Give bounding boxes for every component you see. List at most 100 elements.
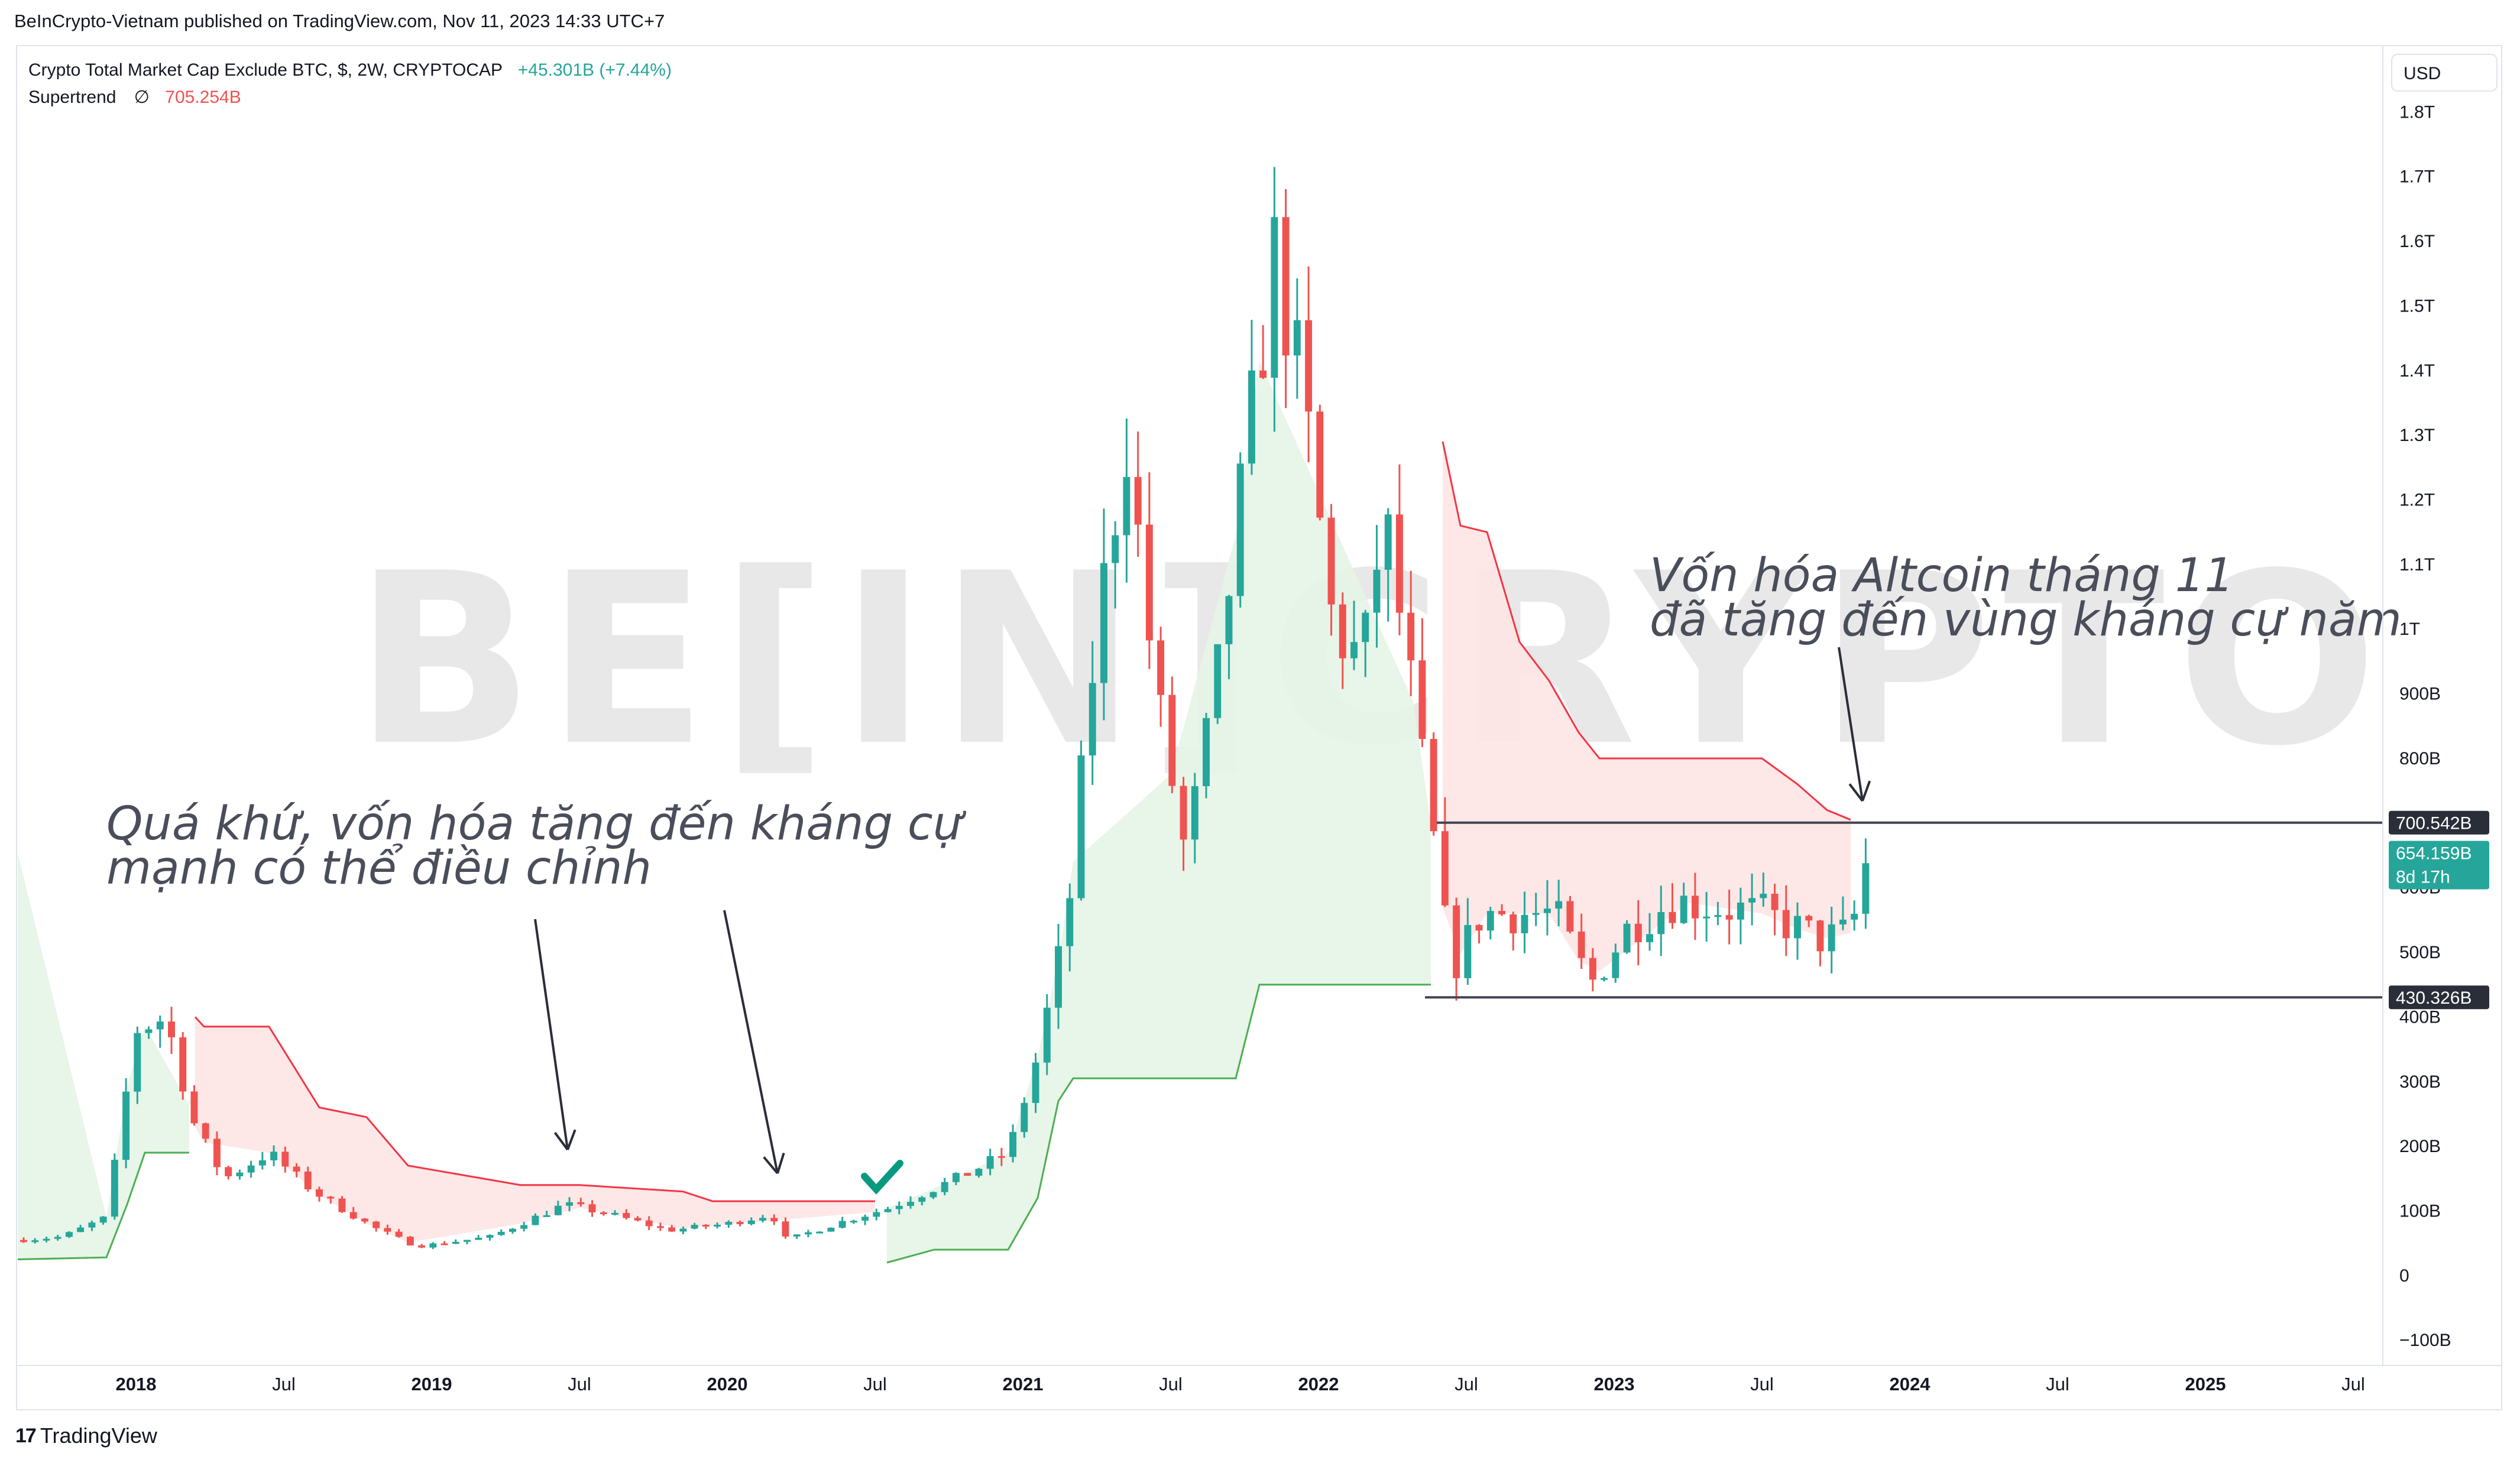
candle-body	[258, 1160, 266, 1166]
candle-body	[975, 1169, 983, 1176]
candle	[236, 1169, 244, 1180]
candle-body	[1498, 911, 1505, 914]
candle-body	[486, 1235, 494, 1238]
candle-body	[725, 1222, 733, 1225]
symbol-title[interactable]: Crypto Total Market Cap Exclude BTC, $, …	[28, 60, 503, 80]
candle-body	[1634, 923, 1642, 942]
candle-body	[1782, 910, 1790, 939]
candle-body	[543, 1215, 550, 1217]
candle-body	[418, 1245, 426, 1248]
candle	[1316, 404, 1324, 521]
support-price-tag[interactable]: 430.326B	[2389, 985, 2489, 1010]
candle-body	[600, 1212, 607, 1215]
candle	[1453, 897, 1460, 1001]
price-axis[interactable]: USD 1.8T 1.7T 1.6T 1.5T 1.4T 1.3T 1.2T 1.1T 1T 900…	[2382, 45, 2498, 1365]
currency-selector[interactable]	[2391, 54, 2498, 92]
candle	[1100, 508, 1107, 721]
horizontal-lines[interactable]	[1425, 821, 2383, 999]
candle	[225, 1165, 232, 1180]
arrow-head	[1848, 783, 1864, 802]
candle	[1612, 943, 1619, 983]
support-price-tag-bg	[2389, 985, 2489, 1010]
supertrend-up-fill	[887, 361, 1431, 1263]
candle	[1248, 320, 1255, 475]
candle	[645, 1216, 653, 1231]
candle-body	[304, 1171, 312, 1190]
candle-body	[1680, 896, 1687, 923]
candle	[1145, 472, 1153, 669]
arrow-shaft	[534, 919, 569, 1150]
candle-body	[1418, 660, 1426, 739]
candle-body	[225, 1167, 232, 1176]
candle-body	[1327, 517, 1335, 605]
candles	[20, 167, 1870, 1250]
candle-body	[588, 1204, 596, 1213]
candle	[1214, 644, 1222, 724]
candle-body	[179, 1037, 187, 1092]
candle	[361, 1218, 368, 1224]
candle	[1623, 920, 1631, 954]
candle-body	[1203, 718, 1210, 786]
candle	[145, 1026, 153, 1039]
candle	[1384, 508, 1392, 622]
tradingview-footer[interactable]: 17 TradingView	[15, 1423, 157, 1448]
indicator-name[interactable]: Supertrend	[28, 87, 116, 107]
candle-body	[1225, 596, 1233, 644]
candle	[543, 1211, 550, 1217]
candle	[1089, 641, 1096, 785]
candle-body	[440, 1243, 448, 1245]
candle-body	[122, 1091, 130, 1160]
candle	[679, 1226, 687, 1234]
price-tick-label: 500B	[2399, 943, 2441, 962]
candle-body	[964, 1173, 971, 1176]
candle-body	[1453, 905, 1460, 978]
candle	[997, 1147, 1005, 1166]
candle	[384, 1224, 391, 1235]
resistance-price-tag[interactable]: 700.542B	[2389, 810, 2489, 835]
candle	[964, 1173, 971, 1176]
candle	[1157, 627, 1165, 727]
candle	[656, 1222, 664, 1231]
arrow-head	[1861, 780, 1871, 802]
candle-body	[1236, 463, 1244, 596]
arrow-2023	[1838, 647, 1871, 802]
candle-body	[532, 1215, 539, 1225]
candle	[1578, 913, 1585, 969]
candle-body	[691, 1225, 698, 1229]
time-axis[interactable]: 2018 Jul 2019 Jul 2020 Jul 2021 Jul 2022 Jul 2023 J…	[16, 1365, 2502, 1394]
candle-body	[1032, 1062, 1039, 1103]
candle	[293, 1163, 300, 1177]
candle	[1760, 872, 1767, 907]
candle-body	[111, 1160, 118, 1217]
candle	[111, 1153, 118, 1220]
candle	[861, 1214, 869, 1225]
candle	[281, 1146, 289, 1173]
candle	[873, 1208, 880, 1221]
current-price-tag[interactable]: 654.159B 8d 17h	[2389, 841, 2489, 890]
candle-body	[952, 1173, 960, 1182]
support-price-tag-text: 430.326B	[2396, 988, 2472, 1008]
price-tick-label: 300B	[2399, 1072, 2441, 1092]
candle	[122, 1078, 130, 1169]
candle-body	[1009, 1132, 1017, 1157]
candle	[520, 1222, 528, 1232]
candle-body	[213, 1138, 221, 1167]
candle-body	[281, 1151, 289, 1167]
candle-body	[406, 1237, 414, 1245]
time-tick-label: 2021	[1003, 1374, 1044, 1394]
candle-body	[1316, 411, 1324, 518]
candle-body	[1362, 612, 1369, 643]
time-tick-label: Jul	[2046, 1374, 2069, 1394]
candle-body	[634, 1218, 642, 1221]
candle-body	[1464, 924, 1472, 978]
candle-body	[497, 1231, 505, 1235]
candle	[88, 1220, 96, 1231]
candle-body	[452, 1241, 459, 1244]
candle-body	[1350, 642, 1358, 658]
candle-body	[1305, 320, 1313, 412]
time-tick-label: 2018	[116, 1374, 157, 1394]
candle-body	[1748, 898, 1756, 903]
annotation-left-line2: mạnh có thể điều chỉnh	[106, 842, 652, 895]
tradingview-logo-icon: 17	[15, 1424, 37, 1447]
